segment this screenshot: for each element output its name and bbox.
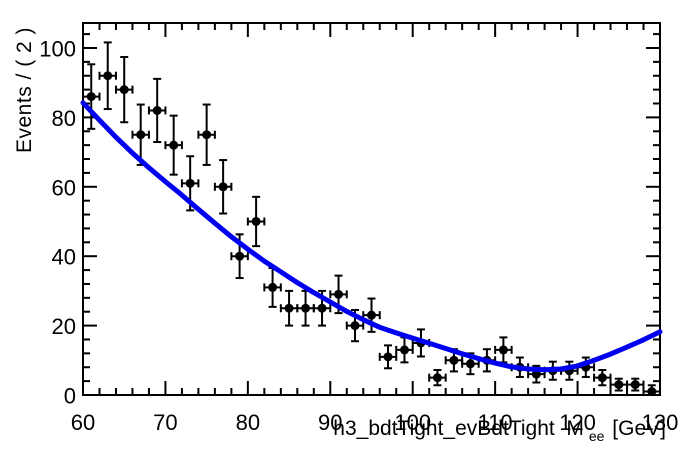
data-point [395,336,414,364]
axis-ticks [82,23,661,396]
data-point [494,336,513,364]
data-point [378,344,398,370]
data-marker [136,130,146,140]
data-marker [367,310,376,320]
data-marker [334,289,344,299]
data-marker [202,130,212,140]
data-point [131,103,150,166]
x-tick-label: 70 [153,410,177,435]
data-point [263,266,282,308]
fit-curve-line [80,100,663,373]
data-point [230,233,249,280]
data-marker [465,359,475,369]
data-point [444,348,464,373]
data-marker [218,182,228,192]
data-marker [399,345,409,355]
data-point [246,195,266,248]
data-point [642,384,661,397]
data-marker [647,387,657,397]
data-marker [449,355,459,365]
data-point [147,77,167,144]
data-marker [432,373,442,383]
data-point [345,308,365,343]
x-axis-title-subscript: ee [588,428,605,444]
y-axis-title: Events / ( 2 ) [13,26,36,153]
x-tick-label: 120 [559,410,596,435]
data-point [362,297,381,333]
x-axis-title-unit: [GeV] [606,417,666,440]
y-tick-label: 100 [39,36,76,61]
data-marker [103,71,113,81]
x-tick-label: 110 [478,410,513,435]
x-tick-label: 60 [71,410,95,435]
data-marker [383,352,393,362]
data-marker [301,303,311,313]
data-marker [185,178,195,188]
data-point [197,103,216,166]
data-point [428,369,447,387]
data-point [82,63,101,130]
plot-frame [82,22,661,396]
y-tick-label: 0 [64,384,76,409]
y-tick-label: 60 [52,175,76,200]
data-marker [614,380,624,390]
data-marker [152,105,162,115]
data-marker [317,303,327,313]
y-tick-label: 80 [52,106,76,131]
data-marker [235,251,245,261]
x-tick-label: 130 [642,410,679,435]
data-marker [498,345,508,355]
fit-curve [80,100,663,373]
data-point [609,377,629,392]
data-point [312,289,332,327]
data-point [279,289,299,327]
x-tick-label: 80 [236,410,260,435]
data-point [593,369,612,387]
data-points [82,41,661,397]
data-point [213,159,233,215]
data-point [296,289,315,327]
data-marker [630,380,640,390]
data-marker [284,303,294,313]
data-marker [86,92,96,102]
data-marker [268,282,278,292]
axis-tick-labels: 60 70 80 90 100 110 120 130 0 20 40 60 80 100 [39,36,678,435]
x-axis-title-main: h3_bdtTight_evBdtTight M [333,417,584,440]
x-tick-label: 100 [394,410,431,435]
data-marker [119,85,129,95]
data-point [114,56,134,124]
y-tick-label: 40 [52,245,76,270]
data-point [626,377,645,392]
data-marker [350,321,360,331]
data-point [164,114,183,176]
data-marker [169,140,179,150]
data-point [98,41,117,111]
data-marker [597,373,607,383]
data-point [180,155,200,212]
x-tick-label: 90 [318,410,342,435]
data-marker [251,216,261,226]
y-tick-label: 20 [52,314,76,339]
